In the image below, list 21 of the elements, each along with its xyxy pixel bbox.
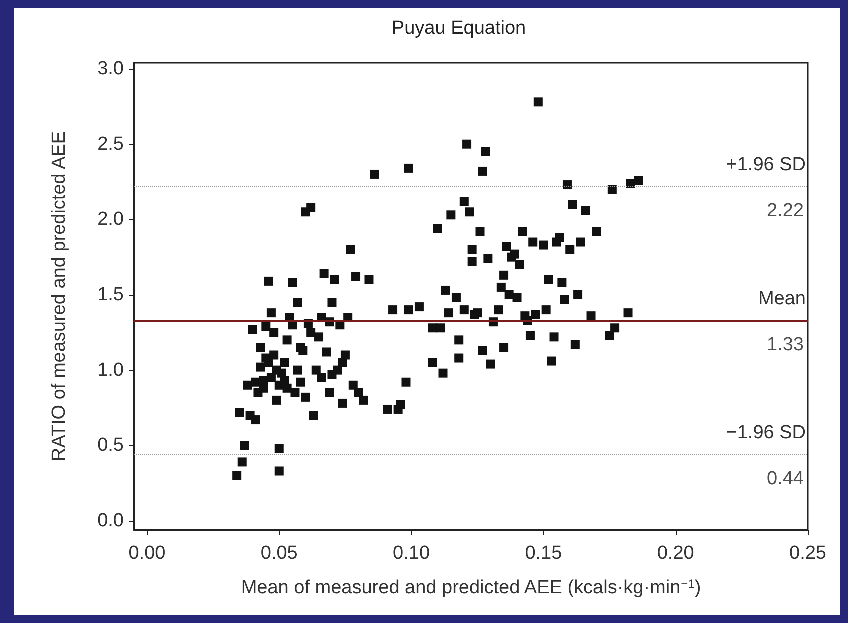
- y-axis-title: RATIO of measured and predicted AEE: [49, 131, 70, 462]
- y-tick-label: 3.0: [98, 58, 124, 80]
- ref-line-label: +1.96 SD: [726, 154, 806, 176]
- x-tick-label: 0.00: [128, 543, 166, 564]
- x-tick-label: 0.05: [260, 543, 298, 564]
- ref-line-label: −1.96 SD: [726, 422, 806, 444]
- y-tick-label: 2.5: [98, 134, 124, 155]
- ref-line-label: Mean: [758, 288, 806, 310]
- chart-title: Puyau Equation: [392, 18, 526, 39]
- y-tick-label: 0.5: [98, 435, 124, 456]
- x-tick-label: 0.25: [790, 543, 826, 564]
- y-tick-label: 1.5: [98, 284, 124, 306]
- x-tick-label: 0.10: [393, 543, 430, 564]
- y-tick-label: 2.0: [98, 209, 124, 230]
- annotation: 1.33: [767, 334, 804, 356]
- y-tick-label: 0.0: [98, 510, 124, 532]
- annotation: 2.22: [767, 200, 804, 222]
- y-tick-label: 1.0: [98, 360, 124, 381]
- x-tick-label: 0.15: [525, 543, 562, 564]
- x-tick-label: 0.20: [657, 543, 694, 564]
- annotation: 0.44: [767, 468, 804, 490]
